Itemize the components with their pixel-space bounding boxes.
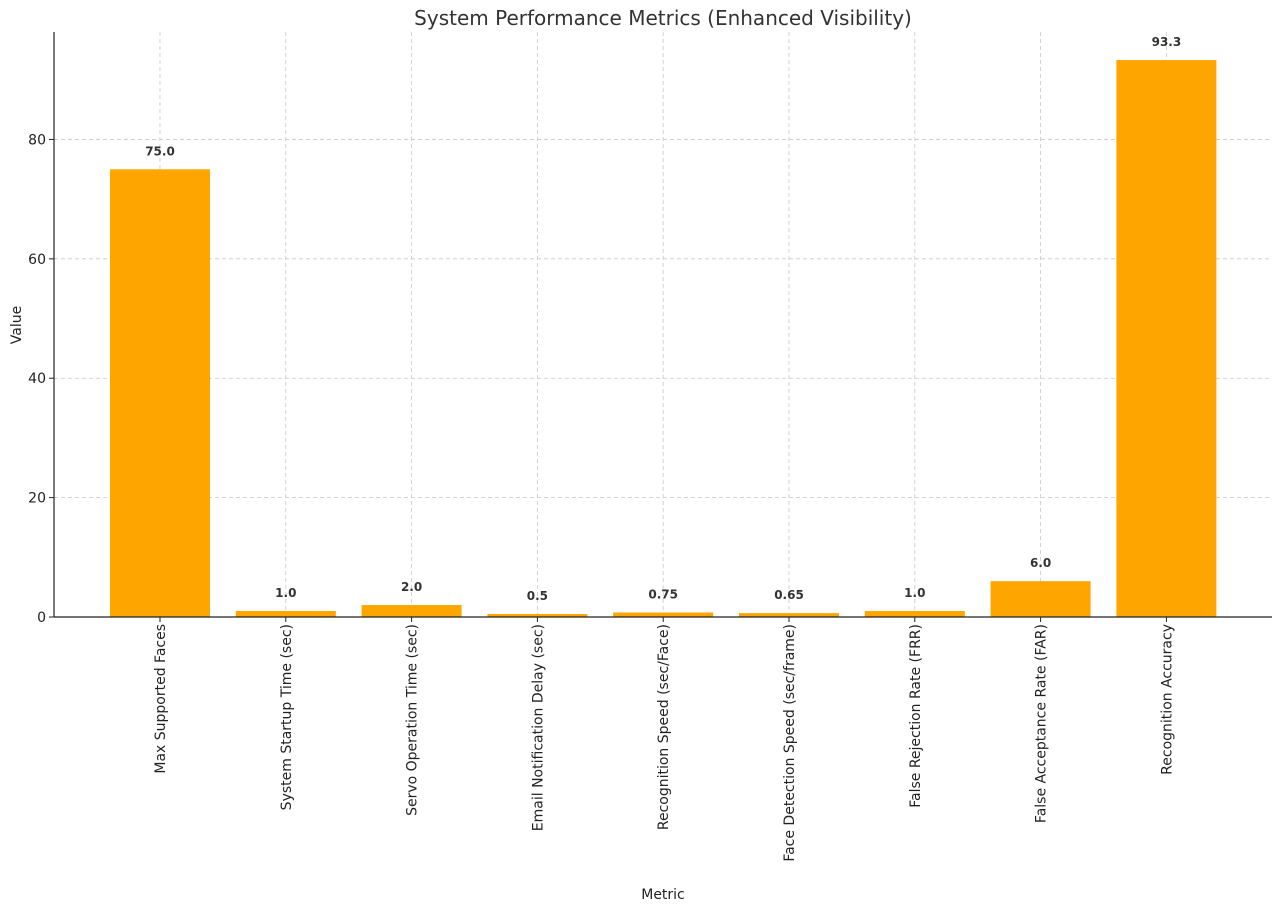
bar [739,613,839,617]
value-label: 0.65 [774,588,804,602]
value-label: 75.0 [145,144,175,158]
bar [1116,60,1217,617]
value-label: 6.0 [1030,556,1051,570]
value-labels: 75.0 1.0 2.0 0.5 0.75 0.65 1.0 6.0 93.3 [145,35,1181,603]
value-label: 1.0 [275,586,296,600]
value-label: 0.5 [527,589,548,603]
bar [487,614,588,617]
value-label: 2.0 [401,580,422,594]
value-label: 93.3 [1152,35,1182,49]
y-tick-label: 60 [28,252,46,268]
bar [235,611,336,617]
bar [110,169,210,618]
y-ticks: 0 20 40 60 80 [28,132,54,626]
x-tick-label: Recognition Accuracy [1159,624,1175,775]
x-ticks: Max Supported Faces System Startup Time (… [153,617,1175,862]
x-tick-label: False Rejection Rate (FRR) [908,624,924,808]
x-tick-label: Email Notification Delay (sec) [530,624,546,831]
x-tick-label: Max Supported Faces [153,624,169,774]
x-tick-label: Face Detection Speed (sec/frame) [782,624,798,862]
x-tick-label: Recognition Speed (sec/Face) [656,624,672,830]
bar [613,612,714,617]
y-tick-label: 80 [28,132,46,148]
y-axis-label: Value [9,306,25,344]
value-label: 0.75 [648,588,678,602]
x-tick-label: False Acceptance Rate (FAR) [1034,624,1050,823]
x-tick-label: Servo Operation Time (sec) [405,624,421,816]
bar [864,611,965,617]
grid-lines [54,32,1272,617]
value-label: 1.0 [904,586,925,600]
x-axis-label: Metric [641,887,685,903]
bars [110,60,1217,618]
bar [361,605,462,617]
y-tick-label: 0 [37,610,46,626]
y-tick-label: 20 [28,491,46,507]
bar [990,581,1091,617]
y-tick-label: 40 [28,371,46,387]
x-tick-label: System Startup Time (sec) [279,624,295,810]
chart-title: System Performance Metrics (Enhanced Vis… [414,6,912,30]
